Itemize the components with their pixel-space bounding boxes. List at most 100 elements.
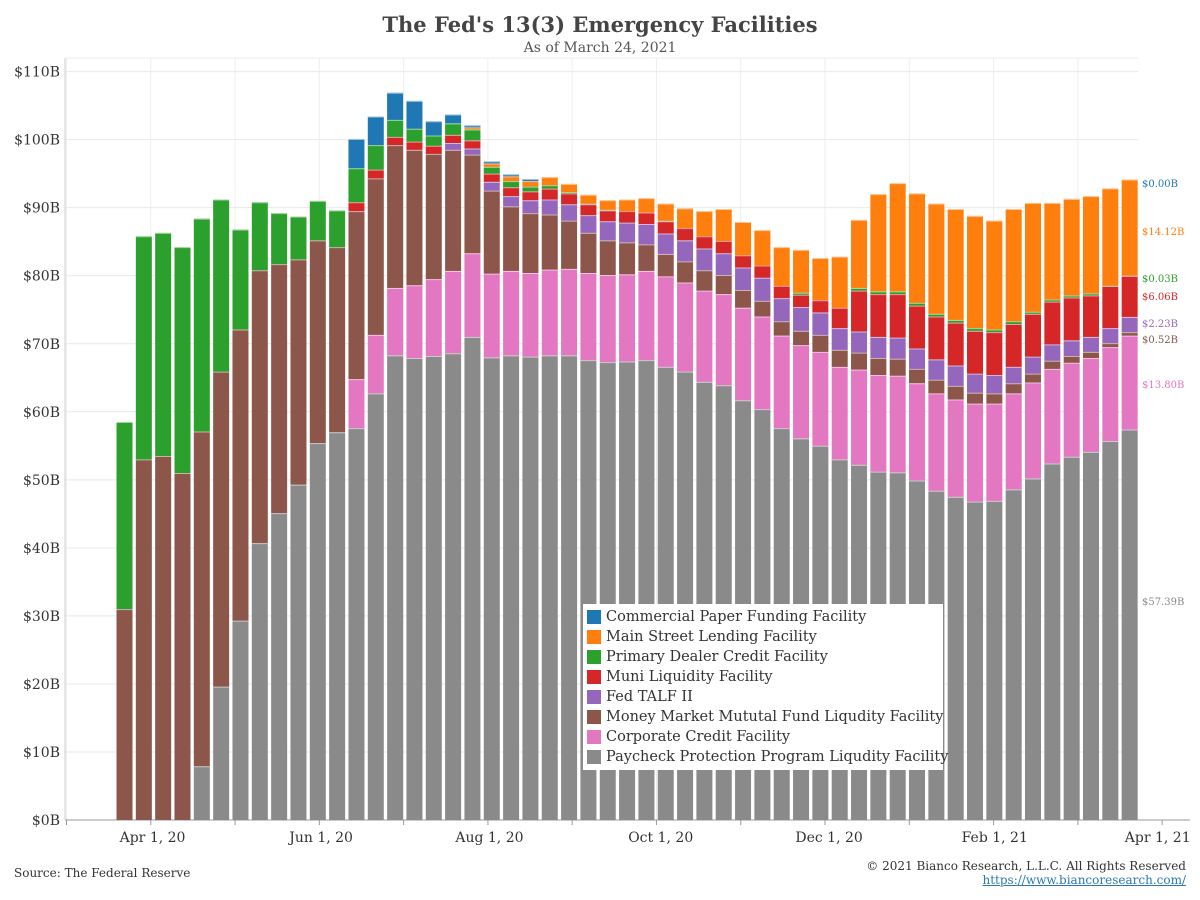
legend-item: Paycheck Protection Program Liqudity Fac… — [587, 747, 948, 767]
bar-segment — [406, 358, 423, 820]
bar-segment — [522, 272, 539, 357]
bar-segment — [831, 307, 848, 329]
bar-segment — [425, 279, 442, 356]
bar-segment — [909, 302, 926, 306]
y-tick-label: $90B — [23, 201, 60, 217]
bar-segment — [406, 100, 423, 129]
bar-segment — [735, 267, 752, 291]
website-link[interactable]: https://www.biancoresearch.com/ — [982, 873, 1186, 887]
bar-layer — [116, 92, 1138, 820]
bar-segment — [329, 210, 346, 248]
legend-item: Muni Liquidity Facility — [587, 667, 943, 687]
chart-title: The Fed's 13(3) Emergency Facilities — [382, 12, 818, 37]
bar-segment — [155, 456, 172, 820]
bar-segment — [812, 258, 829, 301]
bar-segment — [1102, 347, 1119, 442]
bar-segment — [967, 330, 984, 374]
bar-segment — [986, 393, 1003, 404]
bar-segment — [464, 148, 481, 155]
bar-segment — [1121, 316, 1138, 333]
bar-segment — [1044, 202, 1061, 300]
legend-swatch — [587, 690, 601, 704]
legend-swatch — [587, 630, 601, 644]
bar-segment — [909, 305, 926, 349]
bar-segment — [619, 211, 636, 223]
bar-segment — [1005, 489, 1022, 820]
bar-segment — [986, 500, 1003, 820]
bar-segment — [928, 359, 945, 380]
bar-segment — [561, 220, 578, 269]
bar-segment — [367, 178, 384, 335]
bar-segment — [329, 247, 346, 433]
bar-segment — [1083, 351, 1099, 359]
bar-segment — [928, 313, 945, 317]
legend-swatch — [587, 750, 601, 764]
bar-segment — [947, 365, 964, 386]
bar-segment — [464, 336, 481, 820]
y-tick-label: $100B — [14, 133, 60, 149]
legend: Commercial Paper Funding Facility Main S… — [583, 604, 948, 770]
bar-segment — [1025, 356, 1042, 374]
y-tick-label: $20B — [23, 677, 60, 693]
bar-segment — [464, 127, 481, 130]
bar-segment — [232, 620, 249, 820]
bar-segment — [928, 203, 945, 314]
bar-segment — [986, 329, 1003, 333]
legend-label: Money Market Mututal Fund Liqudity Facil… — [606, 709, 944, 725]
bar-segment — [909, 193, 926, 303]
bar-segment — [677, 228, 694, 241]
bar-segment — [754, 265, 771, 278]
bar-segment — [309, 240, 326, 444]
bar-segment — [522, 356, 539, 820]
bar-segment — [367, 393, 384, 820]
bar-segment — [290, 484, 307, 820]
bar-segment — [657, 253, 674, 277]
bar-segment — [290, 216, 307, 260]
bar-segment — [619, 242, 636, 275]
bar-segment — [889, 358, 906, 376]
bar-segment — [657, 233, 674, 254]
bar-segment — [831, 349, 848, 367]
bar-segment — [445, 114, 462, 124]
legend-item: Money Market Mututal Fund Liqudity Facil… — [587, 707, 943, 727]
bar-segment — [909, 368, 926, 384]
legend-swatch — [587, 610, 601, 624]
series-end-label: $14.12B — [1142, 227, 1184, 238]
bar-segment — [483, 357, 500, 820]
bar-segment — [561, 183, 578, 193]
bar-segment — [831, 366, 848, 460]
bar-segment — [483, 161, 500, 164]
bar-segment — [889, 375, 906, 473]
bar-segment — [1121, 332, 1138, 336]
bar-segment — [696, 236, 713, 249]
bar-segment — [947, 399, 964, 497]
bar-segment — [445, 149, 462, 271]
bar-segment — [1063, 198, 1080, 296]
y-tick-label: $60B — [23, 405, 60, 421]
legend-item: Commercial Paper Funding Facility — [587, 607, 943, 627]
bar-segment — [348, 428, 365, 820]
bar-segment — [367, 145, 384, 170]
bar-segment — [348, 211, 365, 380]
bar-segment — [947, 209, 964, 320]
bar-segment — [387, 92, 404, 120]
bar-segment — [1102, 441, 1119, 820]
bar-segment — [1044, 299, 1061, 302]
bar-segment — [735, 290, 752, 308]
bar-segment — [599, 200, 616, 210]
bar-segment — [232, 329, 249, 621]
legend-item: Fed TALF II — [587, 687, 943, 707]
legend-label: Commercial Paper Funding Facility — [606, 609, 867, 625]
bar-segment — [928, 393, 945, 491]
bar-segment — [619, 222, 636, 243]
bar-segment — [135, 459, 152, 820]
bar-segment — [445, 270, 462, 354]
bar-segment — [522, 179, 539, 182]
legend-label: Corporate Credit Facility — [606, 729, 791, 745]
bar-segment — [483, 190, 500, 274]
bar-segment — [503, 196, 520, 207]
legend-label: Main Street Lending Facility — [606, 629, 817, 645]
source-note: Source: The Federal Reserve — [14, 866, 191, 880]
x-tick-label: Jun 1, 20 — [287, 830, 353, 846]
